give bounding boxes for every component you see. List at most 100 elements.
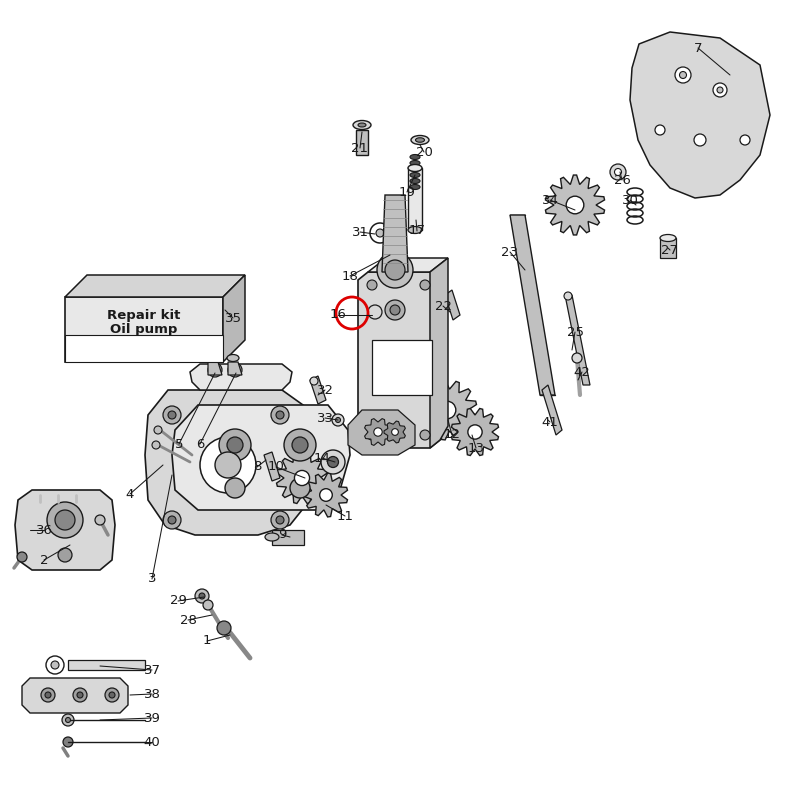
Circle shape xyxy=(694,134,706,146)
Text: 1: 1 xyxy=(202,634,211,647)
Text: 34: 34 xyxy=(542,194,558,206)
Circle shape xyxy=(168,516,176,524)
Circle shape xyxy=(163,406,181,424)
FancyBboxPatch shape xyxy=(65,297,223,362)
Text: 16: 16 xyxy=(330,309,346,322)
Text: 10: 10 xyxy=(267,461,285,474)
Ellipse shape xyxy=(388,259,402,265)
Polygon shape xyxy=(417,380,477,440)
Ellipse shape xyxy=(408,165,422,171)
Ellipse shape xyxy=(388,249,402,255)
Circle shape xyxy=(77,692,83,698)
Circle shape xyxy=(679,71,686,78)
Circle shape xyxy=(199,593,205,599)
Circle shape xyxy=(376,229,384,237)
Polygon shape xyxy=(510,215,555,395)
Circle shape xyxy=(66,718,70,722)
Circle shape xyxy=(655,125,665,135)
Text: 30: 30 xyxy=(622,194,638,206)
Circle shape xyxy=(212,367,218,373)
Text: 28: 28 xyxy=(179,614,197,626)
Circle shape xyxy=(109,692,115,698)
Polygon shape xyxy=(408,168,422,230)
Circle shape xyxy=(228,363,242,377)
Text: 41: 41 xyxy=(542,415,558,429)
Circle shape xyxy=(370,223,390,243)
Circle shape xyxy=(163,511,181,529)
Text: 4: 4 xyxy=(126,487,134,501)
Ellipse shape xyxy=(410,185,420,190)
Text: 31: 31 xyxy=(351,226,369,238)
Polygon shape xyxy=(660,238,676,258)
Circle shape xyxy=(41,688,55,702)
Circle shape xyxy=(320,489,332,502)
Text: 36: 36 xyxy=(35,523,53,537)
Circle shape xyxy=(168,411,176,419)
Circle shape xyxy=(310,377,318,385)
Polygon shape xyxy=(630,32,770,198)
Circle shape xyxy=(208,363,222,377)
Text: 37: 37 xyxy=(143,663,161,677)
Circle shape xyxy=(154,426,162,434)
Text: 11: 11 xyxy=(337,510,354,522)
Polygon shape xyxy=(145,390,315,535)
Ellipse shape xyxy=(410,161,420,166)
Circle shape xyxy=(215,452,241,478)
Circle shape xyxy=(276,516,284,524)
Text: 17: 17 xyxy=(409,225,426,238)
Circle shape xyxy=(219,429,251,461)
Circle shape xyxy=(271,511,289,529)
Circle shape xyxy=(105,688,119,702)
Circle shape xyxy=(284,429,316,461)
Text: 35: 35 xyxy=(225,311,242,325)
Circle shape xyxy=(58,548,72,562)
Circle shape xyxy=(271,406,289,424)
Circle shape xyxy=(225,478,245,498)
Polygon shape xyxy=(277,453,327,503)
Polygon shape xyxy=(190,364,292,390)
Circle shape xyxy=(63,737,73,747)
Polygon shape xyxy=(228,362,242,375)
Circle shape xyxy=(385,260,405,280)
Circle shape xyxy=(203,600,213,610)
Circle shape xyxy=(564,292,572,300)
Polygon shape xyxy=(15,490,115,570)
Ellipse shape xyxy=(660,234,676,242)
Circle shape xyxy=(95,515,105,525)
Text: 25: 25 xyxy=(566,326,583,338)
Circle shape xyxy=(276,411,284,419)
Polygon shape xyxy=(384,421,406,443)
Circle shape xyxy=(17,552,27,562)
Polygon shape xyxy=(65,275,245,297)
Circle shape xyxy=(566,196,584,214)
Circle shape xyxy=(367,280,377,290)
Circle shape xyxy=(294,470,310,486)
Ellipse shape xyxy=(410,166,420,171)
Polygon shape xyxy=(68,660,145,670)
Polygon shape xyxy=(22,678,128,713)
Circle shape xyxy=(227,437,243,453)
Ellipse shape xyxy=(410,173,420,178)
Ellipse shape xyxy=(411,135,429,145)
Polygon shape xyxy=(565,295,590,385)
Circle shape xyxy=(614,169,622,175)
Polygon shape xyxy=(358,272,440,448)
Circle shape xyxy=(385,300,405,320)
Polygon shape xyxy=(546,175,605,235)
Text: 2: 2 xyxy=(40,554,48,566)
Polygon shape xyxy=(382,195,408,272)
Circle shape xyxy=(290,478,310,498)
Ellipse shape xyxy=(265,533,279,541)
Circle shape xyxy=(152,441,160,449)
Polygon shape xyxy=(451,409,498,455)
Circle shape xyxy=(420,280,430,290)
Polygon shape xyxy=(310,376,326,404)
FancyBboxPatch shape xyxy=(65,335,223,362)
Text: 39: 39 xyxy=(143,711,161,725)
Circle shape xyxy=(717,87,723,93)
Ellipse shape xyxy=(227,354,239,362)
Circle shape xyxy=(377,252,413,288)
Ellipse shape xyxy=(388,269,402,275)
Circle shape xyxy=(468,425,482,439)
Text: 22: 22 xyxy=(434,299,451,313)
